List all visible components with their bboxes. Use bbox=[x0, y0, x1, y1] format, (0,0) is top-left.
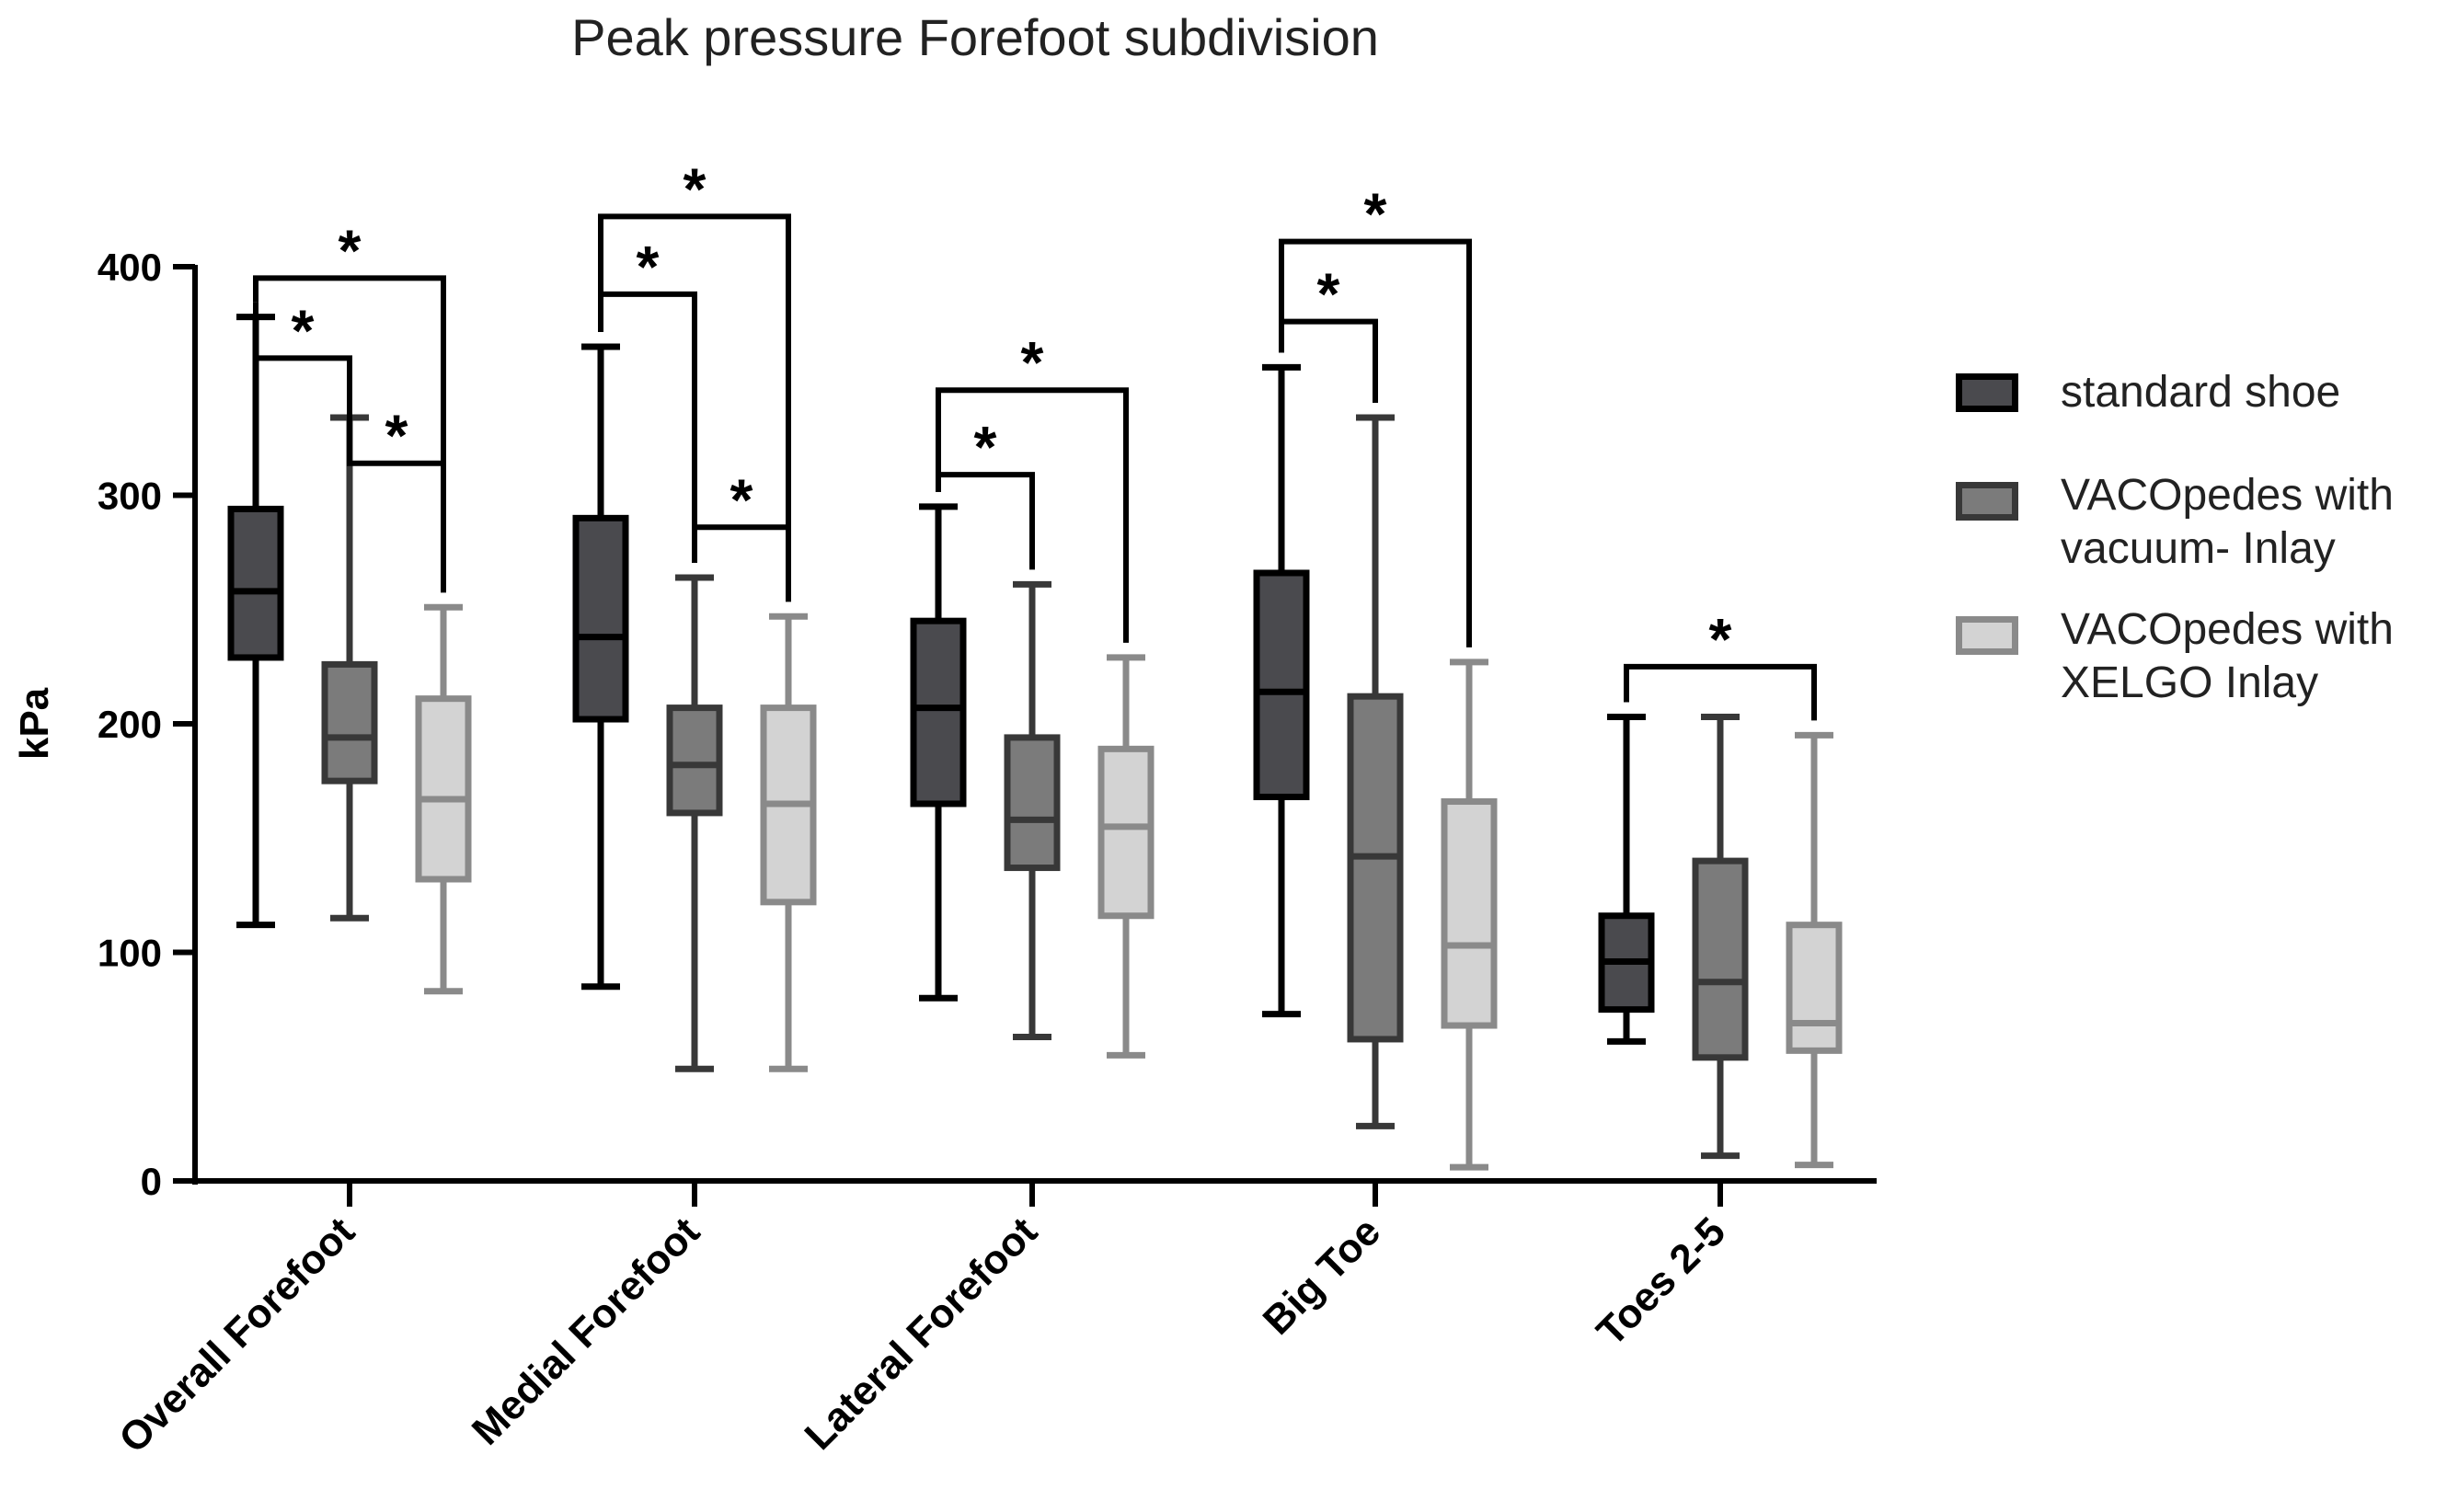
legend-swatch-standard-shoe bbox=[1956, 373, 2018, 412]
significance-bracket-10 bbox=[1624, 663, 1817, 721]
legend-label-xelgo-inlay: VACOpedes with XELGO Inlay bbox=[2061, 605, 2394, 707]
legend-swatch-vacuum-inlay bbox=[1956, 482, 2018, 521]
significance-star-10: * bbox=[1709, 606, 1732, 672]
y-tick-label-400: 400 bbox=[98, 246, 162, 289]
significance-star-7: * bbox=[1021, 329, 1044, 395]
significance-star-8: * bbox=[1317, 261, 1340, 327]
significance-star-1: * bbox=[339, 217, 362, 283]
box-s1-c4 bbox=[1692, 857, 1749, 1061]
box-s2-c2 bbox=[1097, 745, 1155, 920]
significance-bracket-6 bbox=[936, 472, 1035, 570]
significance-bracket-1 bbox=[253, 275, 446, 593]
chart-title: Peak pressure Forefoot subdivision bbox=[571, 8, 1379, 66]
box-s0-c1 bbox=[572, 514, 629, 723]
significance-bracket-8 bbox=[1279, 318, 1378, 404]
significance-star-9: * bbox=[1364, 181, 1387, 247]
box-s0-c2 bbox=[910, 617, 967, 808]
box-s1-c1 bbox=[666, 704, 723, 817]
y-tick-label-100: 100 bbox=[98, 932, 162, 975]
x-tick-label-3: Big Toe bbox=[1255, 1208, 1389, 1343]
significance-star-5: * bbox=[730, 466, 753, 533]
box-s0-c0 bbox=[227, 505, 284, 661]
significance-bracket-9 bbox=[1279, 238, 1472, 647]
x-tick-label-1: Medial Forefoot bbox=[464, 1208, 709, 1454]
significance-star-2: * bbox=[385, 403, 408, 469]
legend-swatch-xelgo-inlay bbox=[1956, 616, 2018, 655]
y-tick-label-300: 300 bbox=[98, 475, 162, 518]
box-s2-c3 bbox=[1441, 797, 1498, 1029]
box-s1-c3 bbox=[1347, 693, 1404, 1043]
y-tick-label-0: 0 bbox=[141, 1160, 162, 1203]
box-s2-c4 bbox=[1786, 922, 1843, 1054]
box-s1-c2 bbox=[1004, 734, 1061, 872]
box-s0-c3 bbox=[1253, 569, 1310, 801]
x-tick-label-2: Lateral Forefoot bbox=[797, 1208, 1047, 1459]
y-tick-label-200: 200 bbox=[98, 703, 162, 746]
significance-star-6: * bbox=[974, 414, 997, 480]
x-tick-label-4: Toes 2-5 bbox=[1589, 1208, 1735, 1355]
box-s2-c0 bbox=[415, 695, 472, 883]
legend-label-vacuum-inlay: VACOpedes with vacuum- Inlay bbox=[2061, 471, 2394, 573]
x-tick-label-0: Overall Forefoot bbox=[110, 1208, 363, 1461]
plot-area: 0 100 200 300 400 Overall Forefoot Medial Fore… bbox=[98, 155, 1877, 1461]
legend-label-standard-shoe: standard shoe bbox=[2061, 368, 2341, 417]
y-axis-label: kPa bbox=[12, 687, 57, 760]
box-s1-c0 bbox=[321, 660, 378, 785]
significance-star-0: * bbox=[292, 297, 315, 363]
significance-star-3: * bbox=[637, 234, 660, 300]
significance-bracket-2 bbox=[347, 403, 446, 593]
significance-bracket-5 bbox=[692, 524, 791, 602]
significance-bracket-4 bbox=[598, 213, 791, 602]
significance-bracket-7 bbox=[936, 387, 1129, 643]
significance-bracket-0 bbox=[253, 302, 352, 404]
significance-star-4: * bbox=[684, 155, 707, 222]
